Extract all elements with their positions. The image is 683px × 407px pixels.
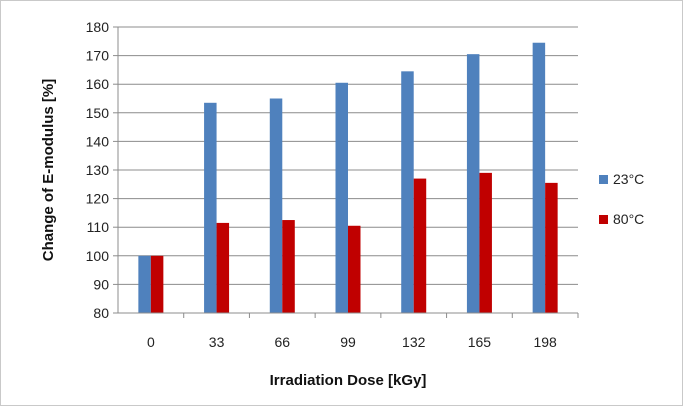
bar-80c-198 <box>545 182 558 313</box>
x-tick-label: 198 <box>533 334 557 350</box>
x-tick-label: 99 <box>340 334 356 350</box>
legend-swatch-23c <box>599 175 608 184</box>
bar-23c-99 <box>335 82 348 314</box>
y-tick-label: 100 <box>86 248 110 264</box>
y-tick-label: 160 <box>86 76 110 92</box>
y-tick-label: 180 <box>86 19 110 35</box>
bar-23c-165 <box>466 54 480 314</box>
y-tick-label: 150 <box>86 105 110 121</box>
y-tick-labels: 80 90 100 110 120 130 140 150 160 170 180 <box>86 19 110 321</box>
y-tick-label: 170 <box>86 48 110 64</box>
x-tick-label: 33 <box>209 334 225 350</box>
bar-80c-99 <box>348 225 361 313</box>
bar-80c-165 <box>479 172 492 313</box>
bar-80c-33 <box>216 222 230 313</box>
y-tick-label: 130 <box>86 162 110 178</box>
bars <box>138 42 558 314</box>
axes <box>117 27 578 314</box>
bar-23c-33 <box>204 102 217 313</box>
y-tick-label: 80 <box>93 305 109 321</box>
bar-80c-132 <box>413 178 427 313</box>
y-axis-title: Change of E-modulus [%] <box>40 79 57 262</box>
bar-23c-66 <box>269 98 283 313</box>
bar-23c-198 <box>532 42 546 313</box>
x-axis-title: Irradiation Dose [kGy] <box>270 372 427 389</box>
x-tick-label: 165 <box>468 334 492 350</box>
y-tick-label: 90 <box>93 276 109 292</box>
x-tick-label: 132 <box>402 334 426 350</box>
legend-label-23c: 23°C <box>613 171 644 187</box>
y-tick-label: 120 <box>86 191 110 207</box>
bar-23c-0 <box>138 255 151 313</box>
legend: 23°C 80°C <box>599 171 644 227</box>
y-tick-label: 140 <box>86 133 110 149</box>
bar-23c-132 <box>401 71 414 313</box>
legend-swatch-80c <box>599 215 608 224</box>
legend-label-80c: 80°C <box>613 211 644 227</box>
x-tick-label: 66 <box>274 334 290 350</box>
y-tick-label: 110 <box>87 219 110 235</box>
bar-80c-0 <box>150 255 164 313</box>
bar-80c-66 <box>282 220 295 313</box>
x-tick-labels: 0 33 66 99 132 165 198 <box>147 334 557 350</box>
x-tick-label: 0 <box>147 334 155 350</box>
